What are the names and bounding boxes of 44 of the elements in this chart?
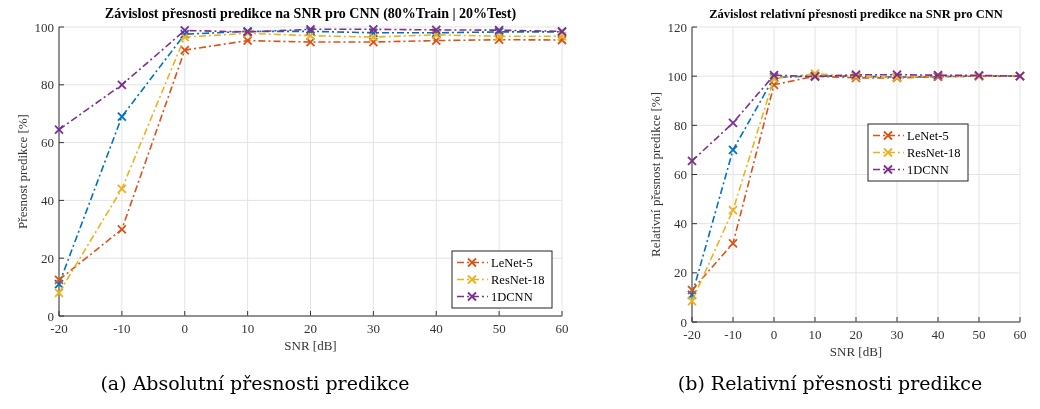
- x-tick-label: 10: [808, 327, 822, 342]
- y-tick-label: 20: [41, 250, 54, 266]
- x-tick-label: 0: [770, 327, 778, 342]
- text: (a) Absolutní přesnosti predikce: [100, 372, 410, 394]
- y-tick-label: 60: [41, 135, 54, 151]
- y-axis-title: Přesnost predikce [%]: [15, 114, 30, 229]
- chart-title: Závislost přesnosti predikce na SNR pro CNN (80%Train | 20%Test): [104, 6, 517, 22]
- y-tick-label: 80: [674, 117, 687, 133]
- legend-label: LeNet-5: [491, 256, 533, 270]
- y-tick-label: 40: [41, 192, 54, 208]
- legend-label: 1DCNN: [907, 163, 949, 177]
- x-tick-label: -20: [683, 327, 701, 342]
- x-tick-label: 30: [890, 327, 904, 342]
- y-tick-label: 40: [674, 216, 687, 232]
- x-tick-label: 40: [931, 327, 945, 342]
- x-tick-label: 10: [241, 321, 255, 336]
- chart-title: Závislost relativní přesnosti predikce na SNR pro CNN: [709, 7, 1003, 21]
- y-tick-label: 100: [34, 19, 54, 35]
- y-tick-label: 120: [667, 19, 687, 35]
- x-tick-label: 20: [304, 321, 317, 336]
- legend-label: ResNet-18: [491, 273, 545, 287]
- y-tick-label: 80: [41, 77, 54, 93]
- y-tick-label: 100: [667, 68, 687, 84]
- x-tick-label: 40: [429, 321, 443, 336]
- x-tick-label: 60: [1013, 327, 1027, 342]
- y-tick-label: 20: [674, 265, 687, 281]
- x-axis-title: SNR [dB]: [284, 338, 337, 353]
- x-tick-label: -10: [113, 321, 131, 336]
- x-tick-label: 60: [555, 321, 569, 336]
- x-tick-label: -10: [724, 327, 742, 342]
- legend-label: LeNet-5: [907, 129, 949, 143]
- x-tick-label: 20: [849, 327, 863, 342]
- x-tick-label: 50: [972, 327, 986, 342]
- x-axis-title: SNR [dB]: [829, 344, 883, 359]
- x-tick-label: 50: [492, 321, 506, 336]
- y-tick-label: 0: [47, 308, 54, 324]
- legend-label: 1DCNN: [491, 290, 533, 304]
- y-axis-title: Relativní přesnost predikce [%]: [648, 92, 663, 257]
- x-tick-label: -20: [50, 321, 68, 336]
- y-tick-label: 60: [674, 167, 687, 182]
- x-tick-label: 0: [181, 321, 188, 336]
- legend-label: ResNet-18: [907, 146, 961, 160]
- x-tick-label: 30: [366, 321, 380, 336]
- text: (b) Relativní přesnosti predikce: [677, 372, 983, 394]
